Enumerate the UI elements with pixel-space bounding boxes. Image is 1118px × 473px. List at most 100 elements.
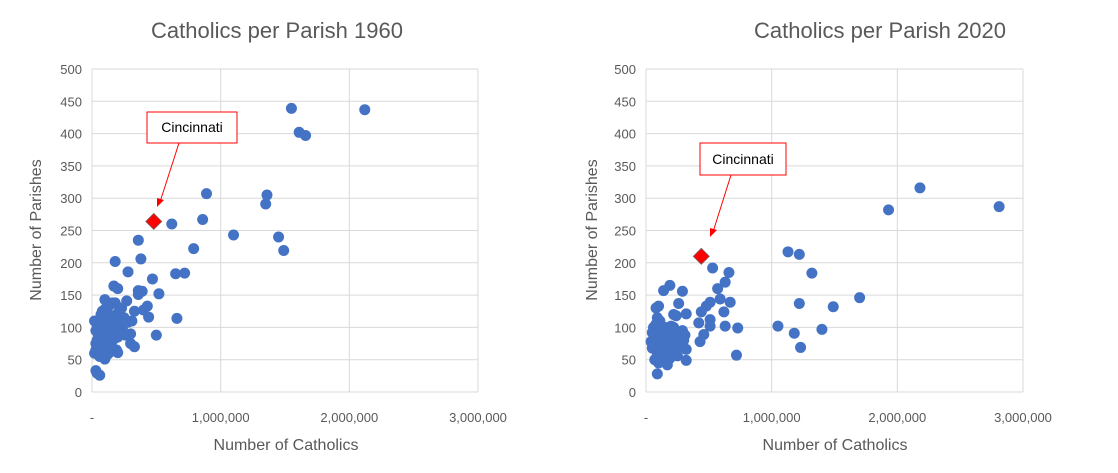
y-axis-label: Number of Parishes [28,159,45,300]
data-point [188,243,200,255]
callout-arrowhead [710,228,717,237]
chart-1960: Catholics per Parish 1960 Number of Cath… [28,18,507,454]
data-point [724,296,736,308]
data-point [670,347,682,359]
data-point [135,253,147,265]
callout-label: Cincinnati [712,151,773,167]
callout-arrow [159,142,180,203]
data-point [651,312,663,324]
data-point [359,104,371,116]
data-point [712,283,724,295]
x-tick-label: 1,000,000 [192,410,250,425]
data-point [806,267,818,279]
y-tick-label: 400 [60,127,82,142]
data-point [197,214,209,226]
x-tick-label: 2,000,000 [868,410,926,425]
chart-title: Catholics per Parish 1960 [151,18,403,43]
data-point [658,285,670,297]
data-point [96,325,108,337]
data-point [793,248,805,260]
data-point [122,316,134,328]
y-tick-label: 200 [60,256,82,271]
data-point [670,310,682,322]
data-point [693,317,705,329]
y-tick-label: 250 [614,224,636,239]
y-tick-label: 50 [68,353,82,368]
data-point [143,311,155,323]
data-point [694,336,706,348]
data-point [704,320,716,332]
y-tick-label: 450 [614,94,636,109]
data-point [793,297,805,309]
data-point [278,245,290,257]
x-tick-label: 3,000,000 [994,410,1052,425]
callout-box [699,142,787,176]
data-point [90,338,102,350]
data-point [153,288,165,300]
callout-label: Cincinnati [161,119,222,135]
data-point [816,323,828,335]
data-point [260,198,272,210]
y-tick-label: 350 [614,159,636,174]
chart-2020: Catholics per Parish 2020 Number of Cath… [584,18,1052,454]
data-point [914,182,926,194]
y-tick-label: 0 [629,385,636,400]
y-tick-label: 250 [60,224,82,239]
callout-arrow [712,174,732,233]
y-tick-label: 150 [60,288,82,303]
chart-title: Catholics per Parish 2020 [754,18,1006,43]
data-point [993,201,1005,213]
data-point [103,347,115,359]
data-point [112,283,124,295]
x-tick-label: 1,000,000 [743,410,801,425]
cincinnati-callout: Cincinnati [699,142,787,237]
x-tick-label: - [644,410,648,425]
data-point [661,339,673,351]
data-point [772,320,784,332]
data-point [109,297,121,309]
data-point [883,204,895,216]
x-axis-label: Number of Catholics [214,437,359,454]
data-point [132,288,144,300]
data-point [714,293,726,305]
x-tick-label: - [90,410,94,425]
data-point [132,234,144,246]
data-point [673,297,685,309]
data-point [166,218,178,230]
y-tick-label: 100 [60,320,82,335]
y-tick-label: 100 [614,320,636,335]
data-point [171,312,183,324]
data-point [680,343,692,355]
y-tick-label: 350 [60,159,82,174]
data-point [125,338,137,350]
data-point [273,231,285,243]
data-point [122,266,134,278]
highlight-point-cincinnati [145,212,163,231]
x-tick-label: 2,000,000 [320,410,378,425]
data-point [719,276,731,288]
data-point [730,349,742,361]
data-point [707,262,719,274]
data-point [646,327,658,339]
data-point [732,322,744,334]
x-axis-label: Number of Catholics [763,437,908,454]
y-tick-label: 50 [622,353,636,368]
data-point [114,328,126,340]
data-point [650,302,662,314]
data-point [285,102,297,114]
data-point [201,188,213,200]
data-point [179,267,191,279]
data-point [109,256,121,268]
callout-box [146,111,238,144]
data-point [651,368,663,380]
data-point [673,336,685,348]
data-point [782,246,794,258]
y-tick-label: 300 [60,191,82,206]
data-point [649,354,661,366]
data-point [99,303,111,315]
data-point [170,268,182,280]
data-point [300,130,312,142]
data-point [827,301,839,313]
y-tick-label: 500 [60,62,82,77]
